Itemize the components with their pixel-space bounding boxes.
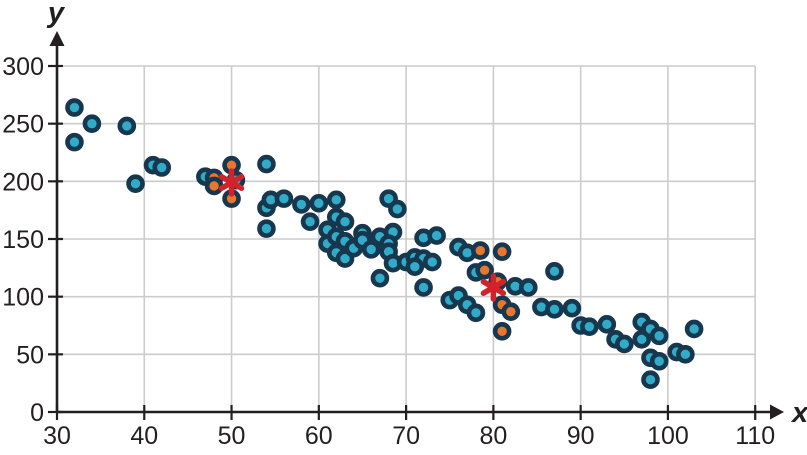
y-tick-label-100: 100	[2, 284, 44, 312]
data-point	[562, 298, 582, 318]
highlighted-point	[470, 241, 490, 260]
highlighted-point	[492, 321, 512, 341]
x-tick-label-40: 40	[130, 422, 158, 450]
data-point	[580, 317, 599, 336]
data-point	[361, 240, 381, 259]
y-tick-label-250: 250	[2, 111, 44, 139]
y-tick-label-0: 0	[30, 399, 44, 427]
data-point	[597, 315, 617, 334]
x-tick-label-80: 80	[479, 422, 507, 450]
data-point	[326, 190, 346, 210]
data-point	[335, 212, 355, 232]
x-axis-arrowhead	[770, 404, 784, 420]
star-marker-stroke	[480, 278, 507, 296]
y-axis-label: y	[46, 0, 66, 29]
star-marker	[480, 273, 507, 302]
data-point	[257, 154, 276, 174]
data-point	[427, 226, 446, 245]
x-tick-label-100: 100	[647, 422, 689, 450]
data-point	[545, 300, 564, 319]
data-point	[414, 278, 433, 297]
x-tick-label-50: 50	[218, 422, 246, 450]
data-point	[274, 189, 294, 208]
data-point	[82, 114, 102, 133]
y-axis-arrowhead	[49, 31, 65, 46]
data-point	[292, 195, 311, 214]
data-point	[117, 116, 137, 136]
y-tick-label-50: 50	[16, 341, 44, 369]
data-point	[370, 268, 390, 288]
data-point	[65, 98, 84, 117]
x-tick-label-70: 70	[392, 422, 420, 450]
data-point	[65, 132, 84, 152]
data-point	[405, 257, 425, 276]
highlighted-point	[492, 242, 512, 261]
x-tick-label-60: 60	[305, 422, 333, 450]
star-marker	[218, 168, 245, 197]
x-axis-label: x	[790, 397, 807, 429]
highlighted-point	[501, 302, 521, 321]
highlighted-point	[475, 260, 494, 280]
highlighted-point	[204, 176, 224, 196]
y-tick-label-300: 300	[2, 53, 44, 81]
star-marker-stroke	[218, 173, 245, 191]
y-tick-label-150: 150	[2, 226, 44, 254]
x-tick-label-90: 90	[567, 422, 595, 450]
data-point	[388, 199, 407, 219]
data-point	[614, 334, 634, 354]
data-point	[309, 193, 329, 213]
data-point	[649, 351, 669, 371]
x-tick-label-110: 110	[735, 422, 775, 450]
data-point	[152, 158, 172, 177]
data-point	[641, 370, 660, 390]
data-point	[422, 252, 442, 272]
data-point	[126, 174, 145, 193]
data-point	[545, 261, 564, 281]
data-point	[684, 319, 704, 339]
data-point	[518, 278, 538, 297]
data-point	[649, 326, 669, 346]
data-point	[676, 345, 695, 364]
y-tick-label-200: 200	[2, 168, 44, 196]
data-point	[300, 212, 320, 232]
data-point	[257, 219, 276, 238]
x-tick-label-30: 30	[43, 422, 71, 450]
data-point	[466, 303, 486, 323]
